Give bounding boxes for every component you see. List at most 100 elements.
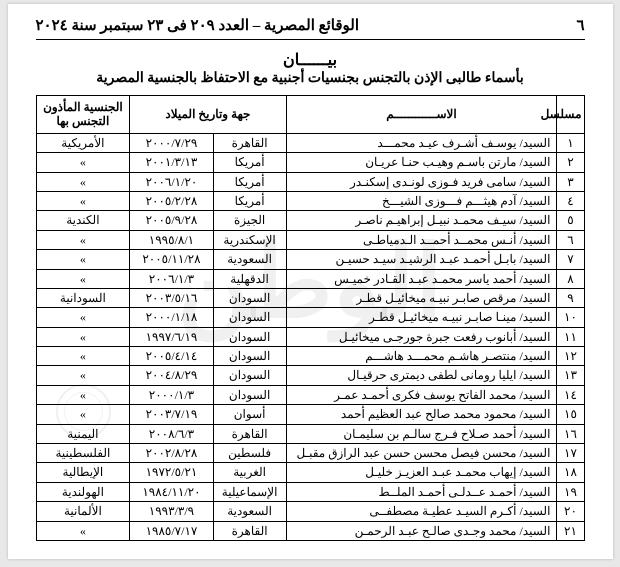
cell-place: السودان — [213, 347, 286, 366]
cell-serial: ٥ — [557, 211, 584, 230]
cell-place: السعودية — [213, 502, 286, 521]
cell-serial: ٤ — [557, 191, 584, 210]
cell-serial: ٦ — [557, 230, 584, 249]
table-row: ٢٠السيد/ أكـرم السيـد عطيـة مصطفــىالسعو… — [36, 502, 584, 521]
cell-date: ١٩٩٣/٣/٩ — [130, 502, 213, 521]
cell-serial: ٣ — [557, 172, 584, 191]
cell-nationality: » — [36, 366, 130, 385]
cell-serial: ٨ — [557, 269, 584, 288]
cell-place: الغربية — [213, 463, 286, 482]
cell-date: ٢٠٠٠/٧/٢٩ — [130, 133, 213, 152]
cell-date: ٢٠٠٣/٧/١٩ — [130, 405, 213, 424]
cell-place: أمريكا — [213, 153, 286, 172]
col-nationality: الجنسية المأذون التجنس بها — [36, 96, 130, 134]
cell-serial: ٢١ — [557, 521, 584, 540]
cell-date: ٢٠٠٣/٥/١٦ — [130, 288, 213, 307]
cell-nationality: الكندية — [36, 211, 130, 230]
cell-date: ١٩٩٥/٨/١ — [130, 230, 213, 249]
table-row: ١٤السيد/ محمد الفاتح يوسف فكرى أحمـد عمـ… — [36, 385, 584, 404]
cell-place: السودان — [213, 385, 286, 404]
table-header-row: مسلسل الاســــــــــــم جهة وتاريخ الميل… — [36, 96, 584, 134]
cell-date: ٢٠٠٥/٤/١٤ — [130, 347, 213, 366]
cell-name: السيد/ محمود محمد صالح عبد العظيم أحمد — [286, 405, 557, 424]
cell-place: فلسطين — [213, 444, 286, 463]
cell-place: الإسكندرية — [213, 230, 286, 249]
table-row: ٢السيد/ مارتن باسـم وهيـب حنـا عريـانأمر… — [36, 153, 584, 172]
table-row: ١السيد/ يوسـف أشـرف عيـد محمـــدالقاهرة٢… — [36, 133, 584, 152]
cell-nationality: الهولندية — [36, 482, 130, 501]
cell-date: ٢٠٠٥/١١/٢٨ — [130, 250, 213, 269]
cell-place: السودان — [213, 366, 286, 385]
cell-name: السيد/ محمد الفاتح يوسف فكرى أحمـد عمـر — [286, 385, 557, 404]
cell-place: السودان — [213, 327, 286, 346]
cell-date: ٢٠٠٦/١/٣ — [130, 269, 213, 288]
table-row: ٧السيد/ بابـل أحمـد عبـد الرشيـد سيـد حس… — [36, 250, 584, 269]
cell-name: السيد/ أحمد صـلاح فـرج سالـم بن سليمـان — [286, 424, 557, 443]
cell-serial: ١٤ — [557, 385, 584, 404]
cell-place: القاهرة — [213, 424, 286, 443]
gazette-title: الوقائع المصرية – العدد ٢٠٩ فى ٢٣ سبتمبر… — [36, 16, 360, 35]
page-number: ٦ — [576, 16, 584, 35]
document-page: الوطن ٦ الوقائع المصرية – العدد ٢٠٩ فى ٢… — [8, 4, 613, 559]
table-body: ١السيد/ يوسـف أشـرف عيـد محمـــدالقاهرة٢… — [36, 133, 584, 540]
cell-nationality: » — [36, 269, 130, 288]
cell-serial: ٧ — [557, 250, 584, 269]
table-row: ١١السيد/ أبانوب رفعت جبرة جورجـى ميخائيـ… — [36, 327, 584, 346]
table-row: ١٣السيد/ ايليا رومانى لطفى ديمترى حرقيـا… — [36, 366, 584, 385]
cell-date: ١٩٨٥/٧/١٧ — [130, 521, 213, 540]
cell-name: السيد/ مينـا صابـر نبيـه ميخائيـل قطـر — [286, 308, 557, 327]
table-row: ٤السيد/ آدم هيثـــم فـــوزى الشيـــخأمري… — [36, 191, 584, 210]
cell-serial: ١٠ — [557, 308, 584, 327]
cell-name: السيد/ منتصـر هاشـم محمـــد هاشـــم — [286, 347, 557, 366]
cell-name: السيد/ أحمـد عــدلـى أحمـد الملــط — [286, 482, 557, 501]
cell-name: السيد/ أحمد ياسر محمـد عبـد القـادر خميـ… — [286, 269, 557, 288]
table-row: ١٨السيد/ إيهاب محمـد عبـد العزيـز خليـلا… — [36, 463, 584, 482]
cell-serial: ١٢ — [557, 347, 584, 366]
cell-nationality: الفلسطينية — [36, 444, 130, 463]
cell-date: ٢٠٠٥/٩/٢٨ — [130, 211, 213, 230]
cell-serial: ١٩ — [557, 482, 584, 501]
cell-place: الدقهلية — [213, 269, 286, 288]
cell-name: السيد/ إيهاب محمـد عبـد العزيـز خليـل — [286, 463, 557, 482]
cell-name: السيد/ ايليا رومانى لطفى ديمترى حرقيـال — [286, 366, 557, 385]
title-main: بيــــــان — [36, 50, 585, 70]
cell-place: الإسماعيلية — [213, 482, 286, 501]
cell-name: السيد/ محمد وجـدى صالـح عبـد الرحمـن — [286, 521, 557, 540]
cell-serial: ١ — [557, 133, 584, 152]
table-row: ٦السيد/ أنـس محمــد أحمــد الـدمياطـىالإ… — [36, 230, 584, 249]
title-block: بيــــــان بأسماء طالبى الإذن بالتجنس بج… — [36, 50, 585, 87]
cell-serial: ١٧ — [557, 444, 584, 463]
cell-nationality: الأمريكية — [36, 133, 130, 152]
cell-date: ٢٠٠٠/١/٣ — [130, 385, 213, 404]
cell-nationality: » — [36, 385, 130, 404]
cell-date: ٢٠٠٤/٨/٢٩ — [130, 366, 213, 385]
cell-place: القاهرة — [213, 521, 286, 540]
cell-date: ٢٠٠٠/١/١٨ — [130, 308, 213, 327]
cell-nationality: الإيطالية — [36, 463, 130, 482]
cell-serial: ١١ — [557, 327, 584, 346]
cell-serial: ١٦ — [557, 424, 584, 443]
cell-nationality: » — [36, 347, 130, 366]
col-name: الاســــــــــــم — [286, 96, 557, 134]
cell-serial: ١٣ — [557, 366, 584, 385]
cell-nationality: اليمنية — [36, 424, 130, 443]
cell-name: السيد/ مرقص صابـر نبيـه ميخائيـل قطـر — [286, 288, 557, 307]
table-row: ٢١السيد/ محمد وجـدى صالـح عبـد الرحمـنال… — [36, 521, 584, 540]
col-serial: مسلسل — [557, 96, 584, 134]
cell-nationality: » — [36, 308, 130, 327]
table-row: ١٠السيد/ مينـا صابـر نبيـه ميخائيـل قطـر… — [36, 308, 584, 327]
table-row: ١٢السيد/ منتصـر هاشـم محمـــد هاشـــمالس… — [36, 347, 584, 366]
cell-name: السيد/ سامى فريد فـوزى لونـدى إسكنـدر — [286, 172, 557, 191]
cell-place: أسوان — [213, 405, 286, 424]
cell-name: السيد/ آدم هيثـــم فـــوزى الشيـــخ — [286, 191, 557, 210]
table-row: ٣السيد/ سامى فريد فـوزى لونـدى إسكنـدرأم… — [36, 172, 584, 191]
cell-name: السيد/ محسن فيصل محسن حسن عبد الرازق مقب… — [286, 444, 557, 463]
cell-name: السيد/ أكـرم السيـد عطيـة مصطفــى — [286, 502, 557, 521]
cell-date: ٢٠٠٢/٨/٢٨ — [130, 444, 213, 463]
cell-place: أمريكا — [213, 191, 286, 210]
cell-name: السيد/ أبانوب رفعت جبرة جورجـى ميخائيـل — [286, 327, 557, 346]
cell-nationality: » — [36, 230, 130, 249]
cell-serial: ١٥ — [557, 405, 584, 424]
cell-nationality: الألمانية — [36, 502, 130, 521]
title-sub: بأسماء طالبى الإذن بالتجنس بجنسيات أجنبي… — [36, 70, 585, 87]
